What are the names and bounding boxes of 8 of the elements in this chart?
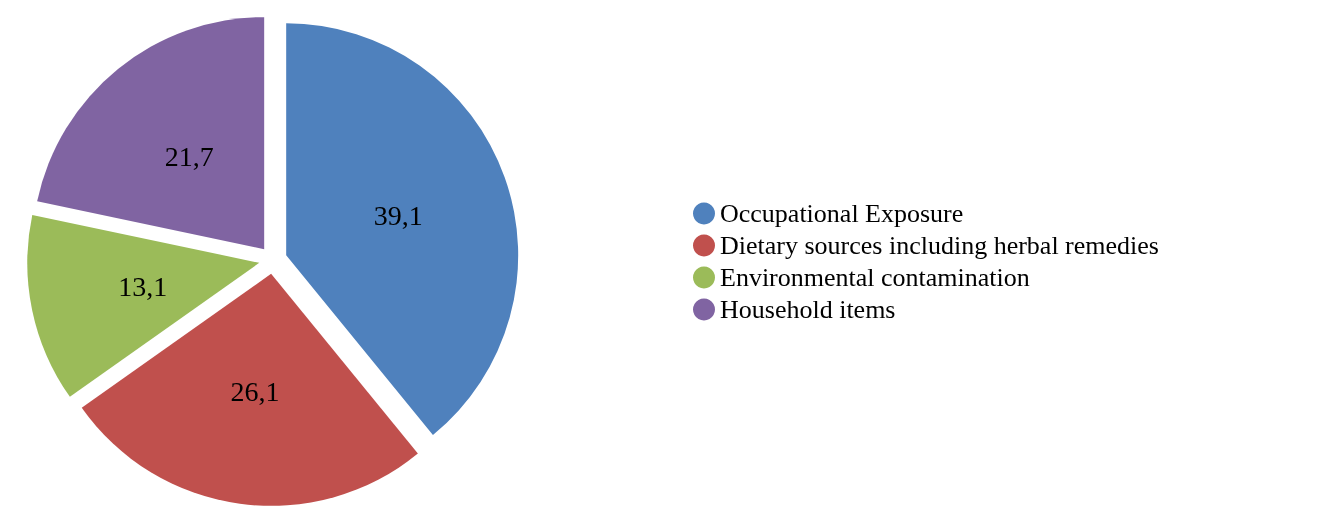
legend-label: Household items bbox=[720, 295, 896, 324]
legend-label: Occupational Exposure bbox=[720, 199, 964, 228]
data-label: 39,1 bbox=[373, 199, 423, 231]
legend-label: Dietary sources including herbal remedies bbox=[720, 231, 1159, 260]
data-label: 26,1 bbox=[230, 376, 280, 408]
data-label: 21,7 bbox=[164, 141, 214, 173]
legend-label: Environmental contamination bbox=[720, 263, 1030, 292]
data-label: 13,1 bbox=[118, 271, 168, 303]
